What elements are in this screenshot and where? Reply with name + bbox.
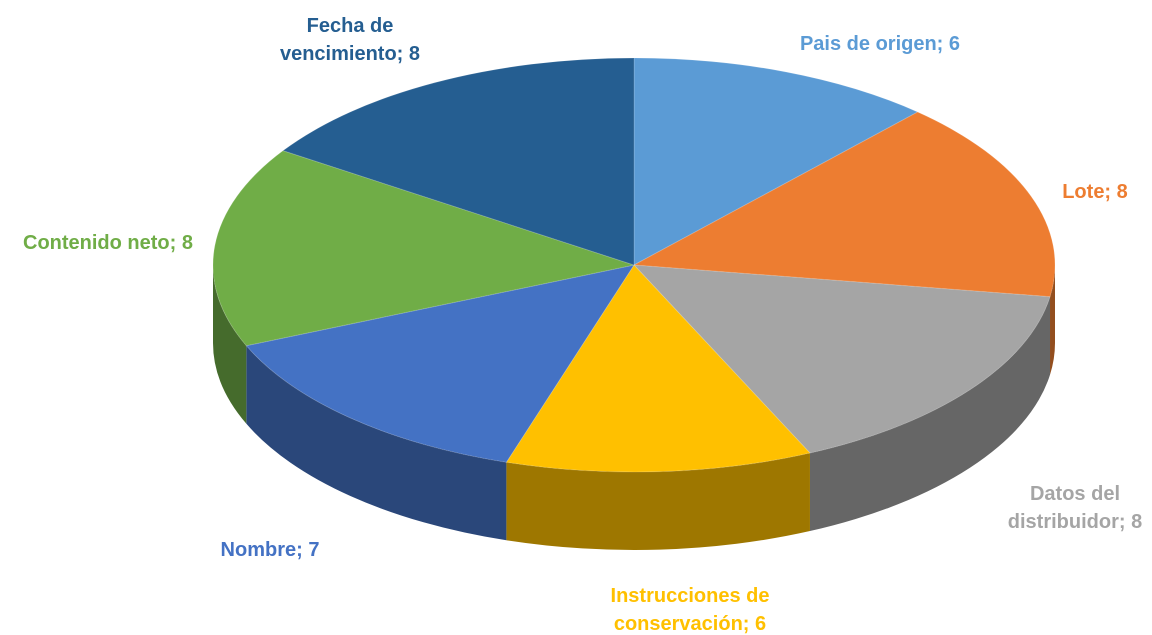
pie-side [809, 296, 1051, 532]
pie-slice [212, 150, 636, 347]
data-label: Datos del distribuidor; 8 [1007, 483, 1143, 533]
pie-side [506, 453, 810, 551]
data-label: Lote; 8 [1062, 181, 1128, 203]
pie-slice [632, 264, 1051, 454]
data-label: Pais de origen; 6 [799, 33, 961, 55]
data-label: Fecha de vencimiento; 8 [279, 15, 421, 65]
pie-side [246, 345, 507, 541]
pie-slice [281, 57, 635, 266]
pie-side [213, 265, 247, 424]
data-label: Nombre; 7 [220, 539, 320, 561]
data-label: Instrucciones de conservación; 6 [610, 585, 770, 635]
pie-side [1050, 265, 1055, 375]
pie-slice [633, 57, 919, 266]
pie-slice [245, 264, 636, 463]
pie-slice [505, 264, 811, 473]
data-label: Contenido neto; 8 [23, 232, 193, 254]
pie-slice [632, 111, 1056, 298]
